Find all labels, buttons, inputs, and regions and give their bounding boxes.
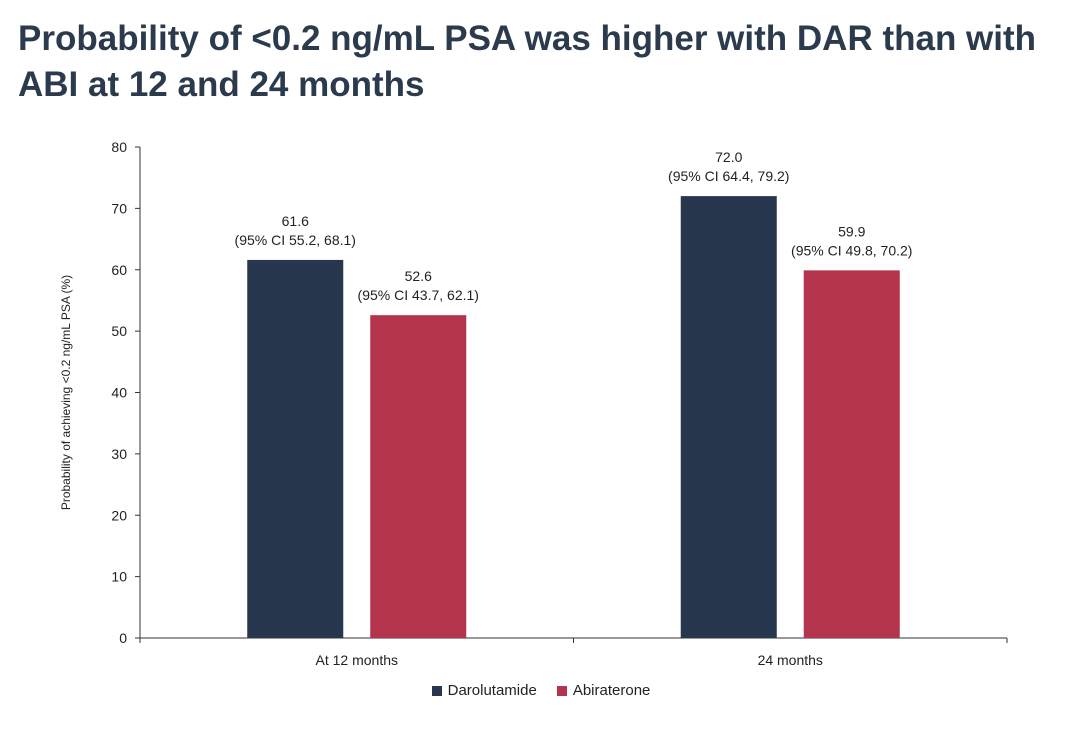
bar-chart: 0 10 20 30 40 50 60 70 80 Probability of achievin… <box>59 139 1008 668</box>
bar-darolutamide-1 <box>680 196 777 638</box>
legend-label-darolutamide: Darolutamide <box>447 682 537 699</box>
y-tick-label: 0 <box>119 630 127 646</box>
bar-abiraterone-0 <box>370 315 467 638</box>
data-label-value: 59.9 <box>838 223 865 239</box>
page-title: Probability of <0.2 ng/mL PSA was higher… <box>18 19 1037 104</box>
legend-item-abiraterone: Abiraterone <box>556 682 651 699</box>
legend-swatch-darolutamide <box>431 685 442 696</box>
x-tick-label: At 12 months <box>316 652 399 668</box>
legend-swatch-abiraterone <box>556 685 567 696</box>
bar-darolutamide-0 <box>247 259 344 638</box>
data-label-ci: (95% CI 64.4, 79.2) <box>668 168 789 184</box>
data-label-ci: (95% CI 49.8, 70.2) <box>791 242 912 258</box>
bar-abiraterone-1 <box>803 270 900 638</box>
y-tick-label: 10 <box>111 569 127 585</box>
y-axis-label: Probability of achieving <0.2 ng/mL PSA … <box>59 275 73 510</box>
data-label-value: 52.6 <box>405 268 432 284</box>
data-label-value: 61.6 <box>282 213 309 229</box>
data-label-ci: (95% CI 43.7, 62.1) <box>358 287 479 303</box>
y-tick-label: 20 <box>111 507 127 523</box>
chart-legend: Darolutamide Abiraterone <box>0 682 1082 699</box>
y-tick-label: 40 <box>111 385 127 401</box>
legend-label-abiraterone: Abiraterone <box>572 682 651 699</box>
legend-item-darolutamide: Darolutamide <box>431 682 537 699</box>
y-tick-label: 30 <box>111 446 127 462</box>
y-tick-label: 70 <box>111 200 127 216</box>
x-tick-label: 24 months <box>758 652 823 668</box>
y-tick-label: 80 <box>111 139 127 155</box>
y-tick-label: 50 <box>111 323 127 339</box>
data-label-ci: (95% CI 55.2, 68.1) <box>235 232 356 248</box>
y-tick-label: 60 <box>111 262 127 278</box>
data-label-value: 72.0 <box>715 149 742 165</box>
